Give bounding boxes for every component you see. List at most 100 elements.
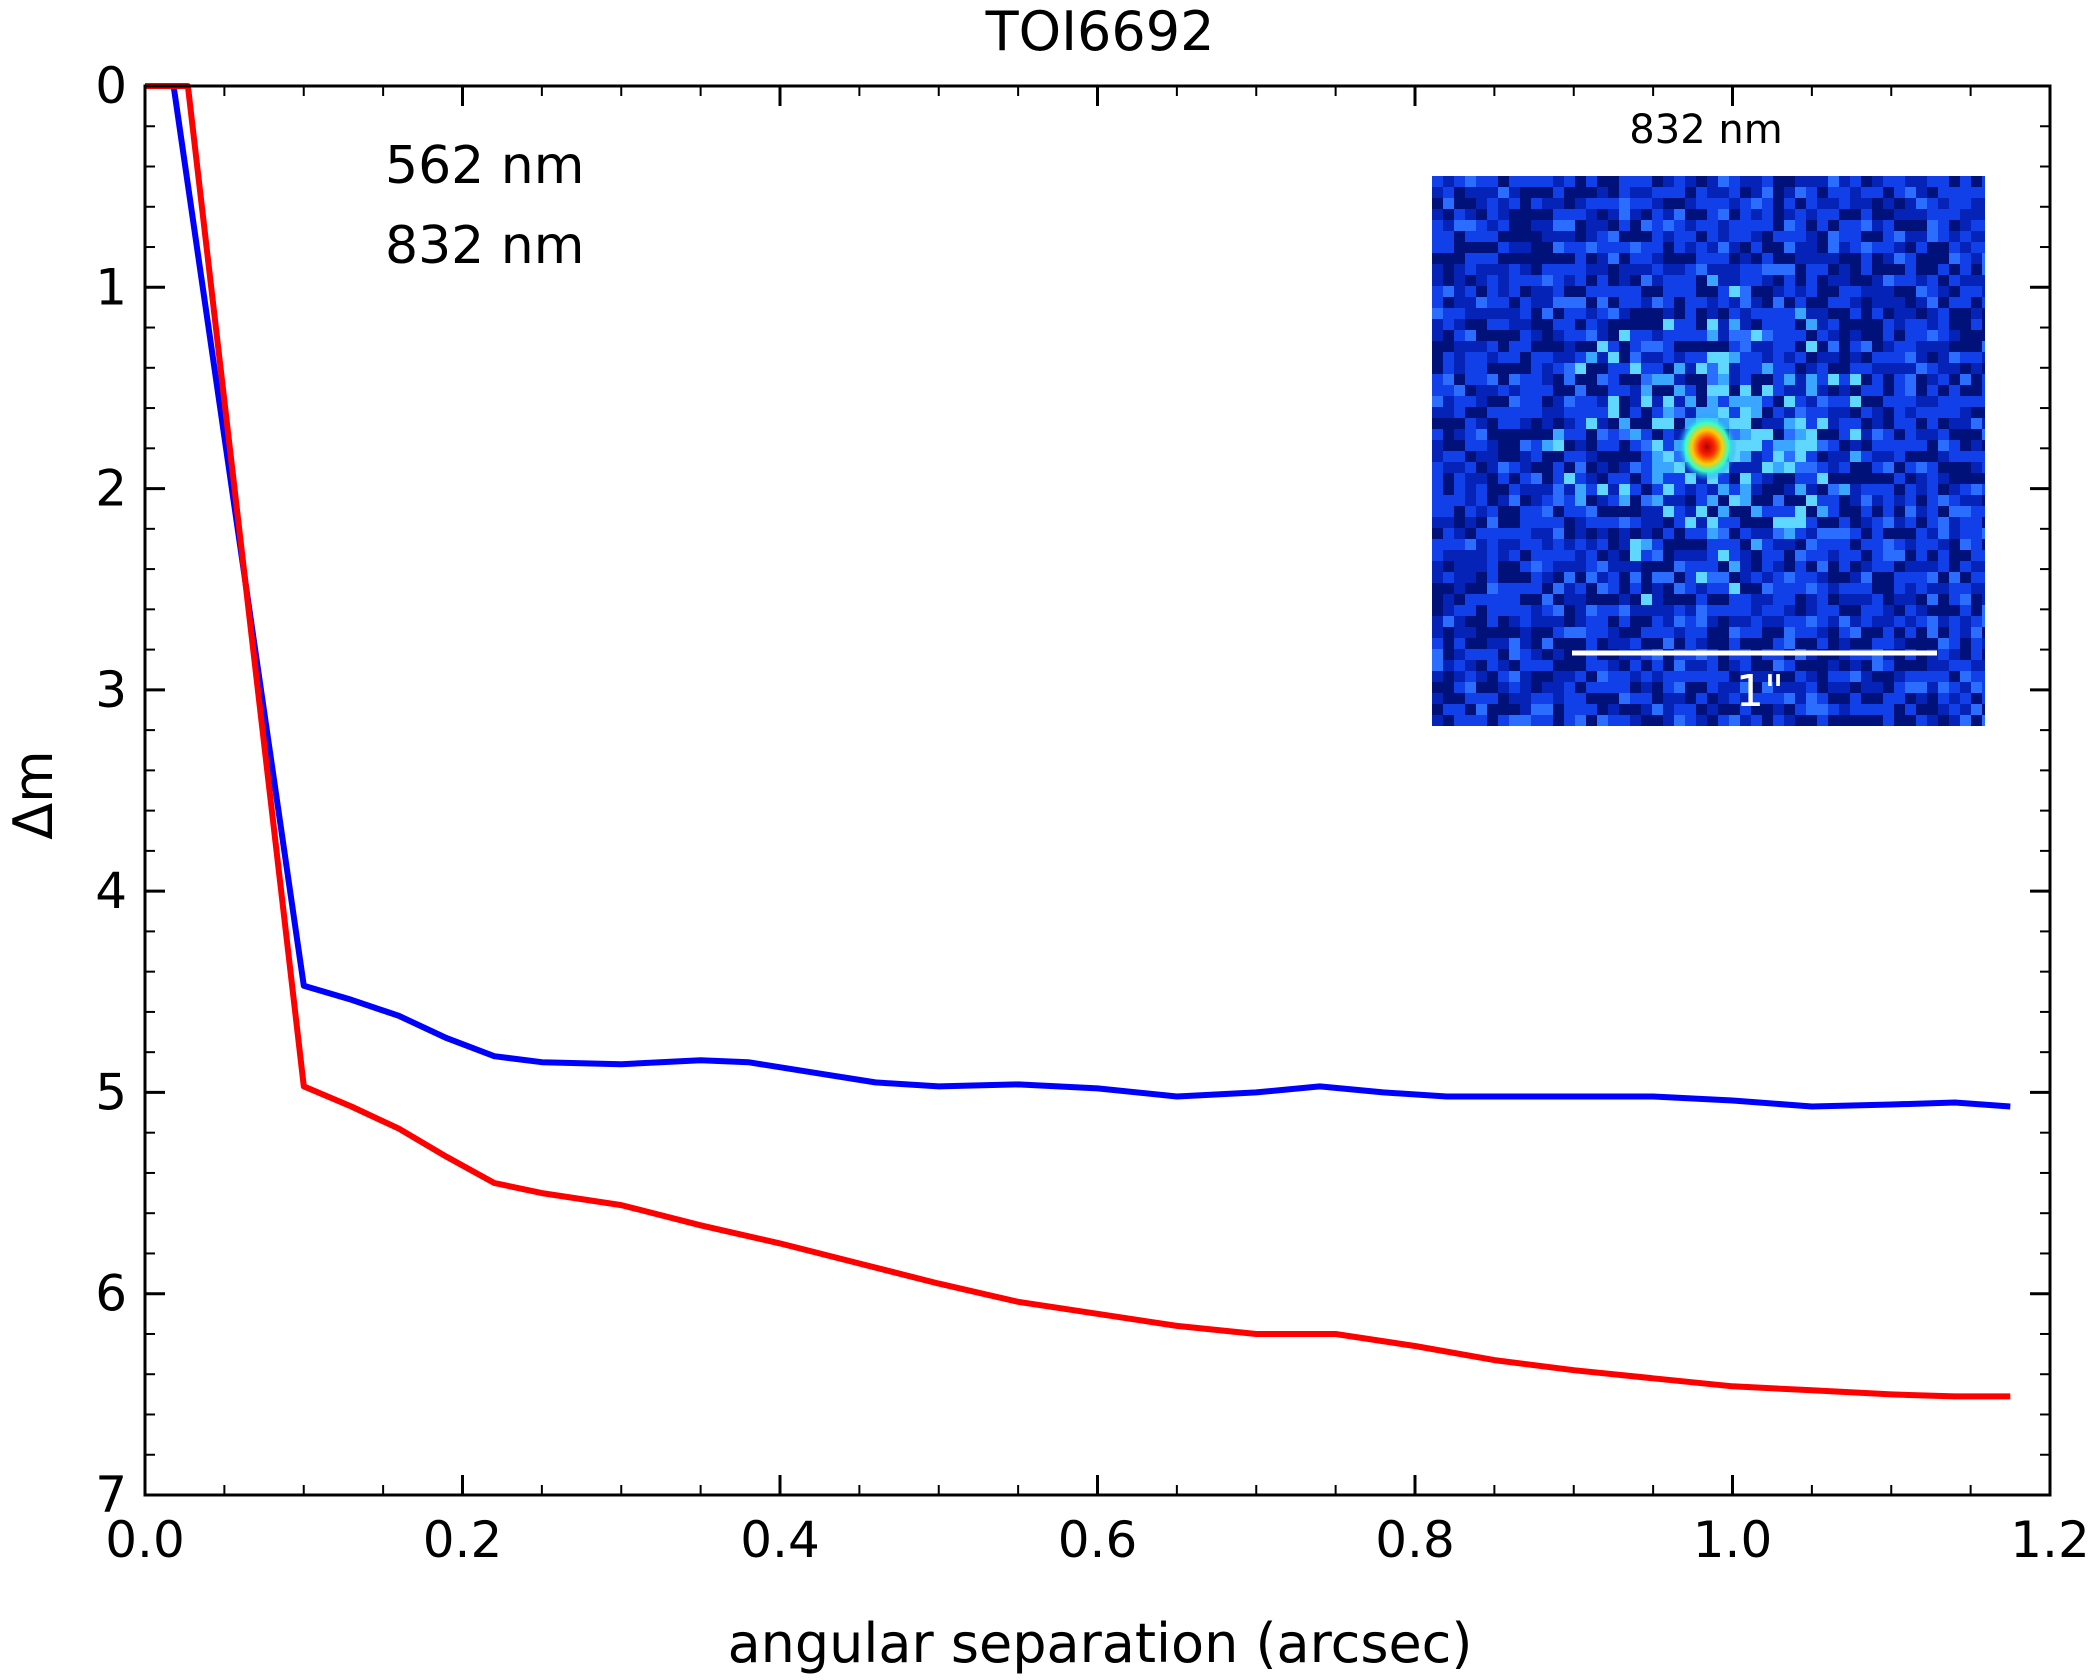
speckle-pixel: [1619, 374, 1630, 385]
speckle-pixel: [1927, 506, 1938, 517]
speckle-pixel: [1542, 341, 1553, 352]
speckle-pixel: [1542, 517, 1553, 528]
speckle-pixel: [1982, 352, 1985, 363]
speckle-pixel: [1443, 275, 1454, 286]
speckle-pixel: [1454, 638, 1465, 649]
speckle-pixel: [1773, 627, 1784, 638]
speckle-pixel: [1872, 352, 1883, 363]
speckle-pixel: [1960, 715, 1971, 726]
speckle-pixel: [1575, 429, 1586, 440]
speckle-pixel: [1729, 231, 1740, 242]
speckle-pixel: [1740, 528, 1751, 539]
speckle-pixel: [1564, 429, 1575, 440]
speckle-pixel: [1707, 506, 1718, 517]
speckle-pixel: [1883, 715, 1894, 726]
speckle-pixel: [1443, 297, 1454, 308]
speckle-pixel: [1531, 374, 1542, 385]
speckle-pixel: [1982, 473, 1985, 484]
speckle-pixel: [1762, 275, 1773, 286]
speckle-pixel: [1949, 253, 1960, 264]
speckle-pixel: [1806, 308, 1817, 319]
speckle-pixel: [1740, 693, 1751, 704]
speckle-pixel: [1553, 187, 1564, 198]
speckle-pixel: [1795, 220, 1806, 231]
speckle-pixel: [1476, 385, 1487, 396]
speckle-pixel: [1784, 517, 1795, 528]
speckle-pixel: [1685, 561, 1696, 572]
speckle-pixel: [1971, 440, 1982, 451]
speckle-pixel: [1487, 440, 1498, 451]
speckle-pixel: [1630, 374, 1641, 385]
speckle-pixel: [1641, 275, 1652, 286]
speckle-pixel: [1619, 297, 1630, 308]
speckle-pixel: [1850, 231, 1861, 242]
speckle-pixel: [1674, 418, 1685, 429]
speckle-pixel: [1850, 275, 1861, 286]
speckle-pixel: [1795, 638, 1806, 649]
speckle-pixel: [1509, 638, 1520, 649]
speckle-pixel: [1971, 198, 1982, 209]
speckle-pixel: [1685, 275, 1696, 286]
speckle-pixel: [1652, 528, 1663, 539]
x-axis: 0.0 0.2 0.4 0.6 0.8 1.0 1.2: [105, 86, 2090, 1569]
speckle-pixel: [1597, 594, 1608, 605]
speckle-pixel: [1597, 429, 1608, 440]
speckle-pixel: [1740, 506, 1751, 517]
speckle-pixel: [1476, 286, 1487, 297]
speckle-pixel: [1839, 484, 1850, 495]
speckle-pixel: [1905, 528, 1916, 539]
speckle-pixel: [1883, 330, 1894, 341]
speckle-pixel: [1531, 550, 1542, 561]
speckle-pixel: [1553, 473, 1564, 484]
speckle-pixel: [1564, 231, 1575, 242]
speckle-pixel: [1850, 198, 1861, 209]
speckle-pixel: [1619, 341, 1630, 352]
speckle-pixel: [1663, 528, 1674, 539]
speckle-pixel: [1927, 627, 1938, 638]
speckle-pixel: [1817, 550, 1828, 561]
speckle-pixel: [1531, 627, 1542, 638]
speckle-pixel: [1663, 693, 1674, 704]
speckle-pixel: [1476, 341, 1487, 352]
speckle-pixel: [1674, 561, 1685, 572]
speckle-pixel: [1850, 451, 1861, 462]
speckle-pixel: [1542, 242, 1553, 253]
speckle-pixel: [1564, 242, 1575, 253]
speckle-pixel: [1586, 550, 1597, 561]
speckle-pixel: [1773, 660, 1784, 671]
speckle-pixel: [1641, 308, 1652, 319]
speckle-pixel: [1894, 374, 1905, 385]
speckle-pixel: [1971, 385, 1982, 396]
speckle-pixel: [1619, 693, 1630, 704]
speckle-pixel: [1795, 484, 1806, 495]
speckle-pixel: [1938, 220, 1949, 231]
speckle-pixel: [1619, 440, 1630, 451]
speckle-pixel: [1674, 264, 1685, 275]
speckle-pixel: [1542, 220, 1553, 231]
speckle-pixel: [1575, 231, 1586, 242]
speckle-pixel: [1949, 682, 1960, 693]
speckle-pixel: [1949, 187, 1960, 198]
speckle-pixel: [1762, 198, 1773, 209]
speckle-pixel: [1883, 264, 1894, 275]
speckle-pixel: [1608, 539, 1619, 550]
speckle-pixel: [1685, 352, 1696, 363]
speckle-pixel: [1960, 506, 1971, 517]
speckle-pixel: [1520, 616, 1531, 627]
speckle-pixel: [1564, 187, 1575, 198]
speckle-pixel: [1553, 429, 1564, 440]
speckle-pixel: [1872, 297, 1883, 308]
speckle-pixel: [1685, 495, 1696, 506]
speckle-pixel: [1894, 319, 1905, 330]
speckle-pixel: [1960, 616, 1971, 627]
speckle-pixel: [1905, 418, 1916, 429]
speckle-pixel: [1641, 341, 1652, 352]
speckle-pixel: [1597, 638, 1608, 649]
speckle-pixel: [1487, 407, 1498, 418]
speckle-pixel: [1553, 286, 1564, 297]
speckle-pixel: [1718, 341, 1729, 352]
speckle-pixel: [1817, 319, 1828, 330]
speckle-pixel: [1707, 638, 1718, 649]
speckle-pixel: [1817, 528, 1828, 539]
speckle-pixel: [1751, 440, 1762, 451]
